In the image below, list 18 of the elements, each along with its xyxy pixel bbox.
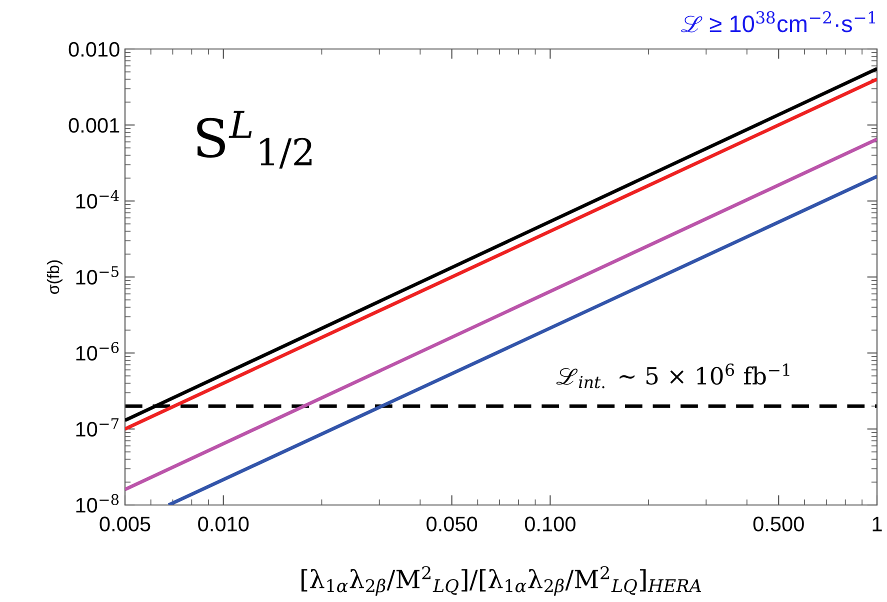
y-tick-label: 10$^{−8}$	[76, 494, 119, 513]
y-tick-label: 10$^{−7}$	[76, 418, 119, 437]
x-tick-label: 0.050	[426, 516, 478, 532]
text: [λ$_{1α}$λ$_{2β}$/M$^{2}$$_{LQ}$]/[λ$_{1α}$λ$_{2β}$/M$^{2}$$_{LQ}$]$_{HERA}$	[302, 566, 702, 596]
x-tick-label: 0.100	[524, 516, 576, 532]
y-tick-label: 0.001	[68, 118, 120, 133]
x-tick-label: 0.005	[100, 516, 150, 532]
y-tick-label: 0.010	[68, 42, 120, 57]
annotation: S$^{L}$$_{1/2}$	[197, 110, 312, 169]
x-tick-label: 0.500	[753, 516, 804, 532]
y-tick-label: 10$^{−6}$	[76, 342, 119, 361]
y-axis-title: σ(fb)	[46, 260, 62, 294]
text: ℒ ≥ 10$^{38}$cm$^{−2}$·s$^{−1}$	[681, 11, 876, 32]
ref-line-label: ℒ$_{int.}$ ∼ 5 × 10$^{6}$ fb$^{−1}$	[556, 364, 790, 388]
x-tick-label: 0.010	[198, 516, 249, 532]
y-tick-label: 10$^{−4}$	[76, 190, 119, 209]
y-tick-label: 10$^{−5}$	[76, 266, 118, 285]
x-tick-label: 1	[872, 516, 882, 532]
